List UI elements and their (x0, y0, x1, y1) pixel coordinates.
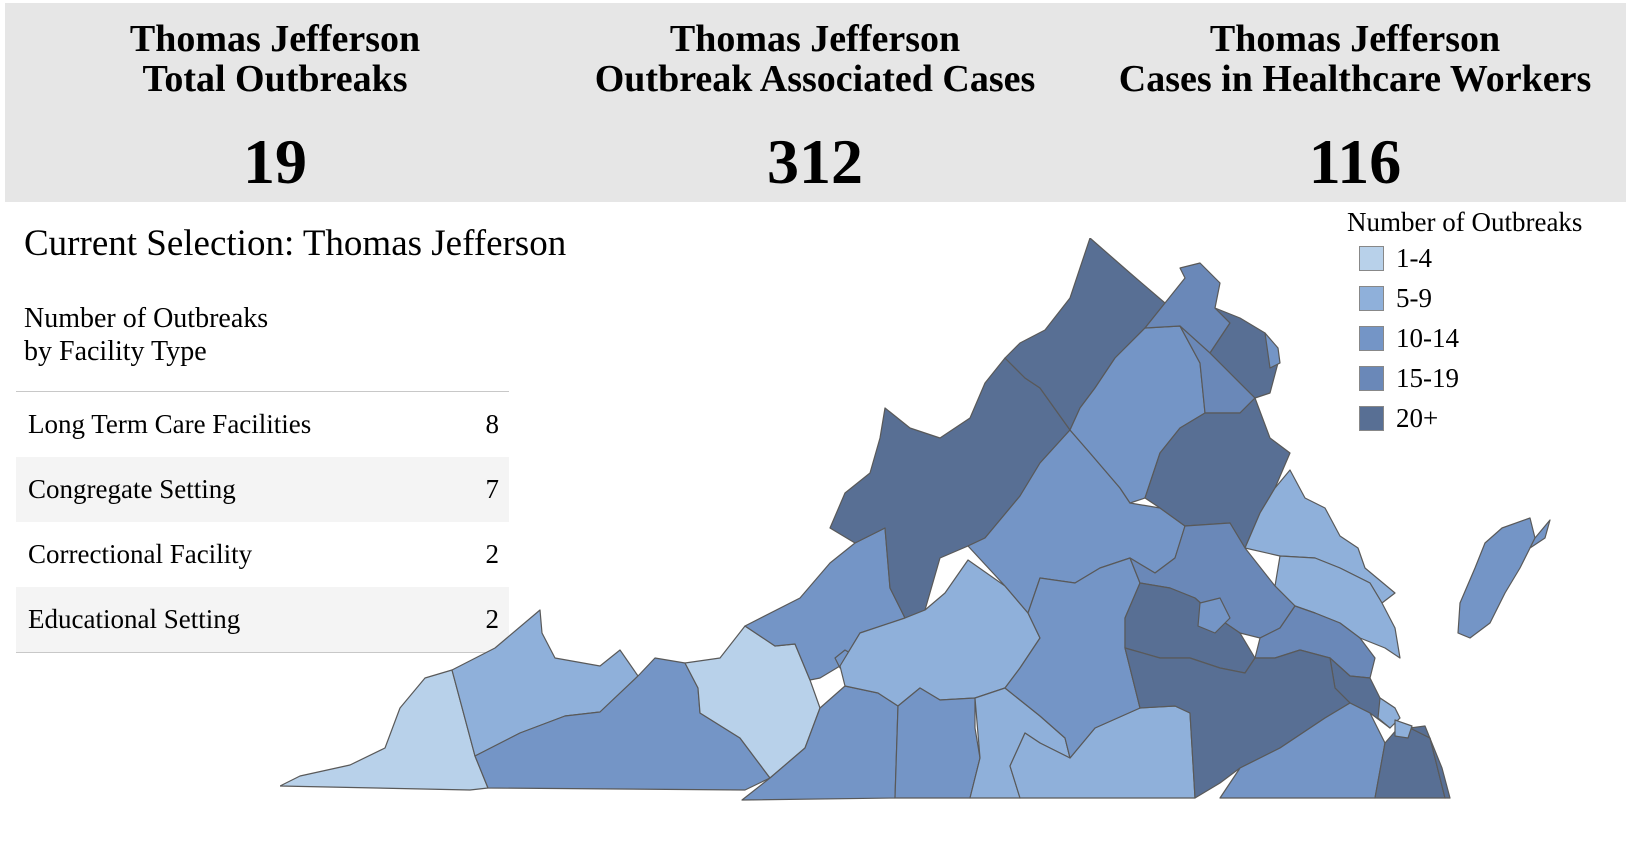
health-district-region[interactable] (1219, 702, 1386, 799)
legend-title: Number of Outbreaks (1347, 207, 1583, 237)
legend-label: 15-19 (1396, 362, 1459, 393)
facility-type-label: Correctional Facility (28, 539, 253, 569)
health-district-region[interactable] (1394, 719, 1413, 739)
summary-banner: Thomas Jefferson Total Outbreaks 19 Thom… (5, 3, 1626, 202)
legend-swatch (1359, 365, 1384, 391)
legend-swatch (1359, 325, 1384, 351)
stat-value: 19 (243, 126, 307, 197)
table-row[interactable]: Long Term Care Facilities 8 (16, 392, 509, 457)
facility-type-count: 2 (485, 604, 500, 634)
health-district-region[interactable] (1374, 727, 1446, 799)
stat-title: Thomas Jefferson Outbreak Associated Cas… (545, 19, 1085, 99)
stat-title-line1: Thomas Jefferson (129, 18, 421, 60)
facility-type-count: 8 (485, 409, 500, 439)
health-district-region[interactable] (1409, 725, 1451, 799)
legend-label: 5-9 (1396, 282, 1432, 313)
table-row[interactable]: Congregate Setting 7 (16, 457, 509, 522)
stat-healthcare-worker-cases: Thomas Jefferson Cases in Healthcare Wor… (1085, 3, 1625, 197)
map-legend: Number of Outbreaks 1-4 5-9 10-14 15-19 … (1347, 206, 1622, 438)
stat-outbreak-cases: Thomas Jefferson Outbreak Associated Cas… (545, 3, 1085, 197)
legend-swatch (1359, 405, 1384, 431)
legend-swatch (1359, 245, 1384, 271)
stat-title-line2: Outbreak Associated Cases (594, 58, 1036, 100)
stat-title-line2: Total Outbreaks (142, 58, 408, 100)
legend-item[interactable]: 10-14 (1359, 318, 1622, 358)
legend-item[interactable]: 1-4 (1359, 238, 1622, 278)
facility-table-title: Number of Outbreaks by Facility Type (24, 302, 268, 368)
stat-title-line2: Cases in Healthcare Workers (1118, 58, 1592, 100)
facility-table-title-line1: Number of Outbreaks (24, 303, 269, 334)
health-district-region[interactable] (1197, 597, 1231, 634)
facility-type-count: 7 (485, 474, 500, 504)
facility-type-count: 2 (485, 539, 500, 569)
health-district-region[interactable] (280, 669, 489, 791)
facility-type-label: Congregate Setting (28, 474, 236, 504)
facility-type-table: Long Term Care Facilities 8 Congregate S… (16, 391, 509, 653)
legend-item[interactable]: 5-9 (1359, 278, 1622, 318)
virginia-outbreak-map[interactable] (280, 238, 1620, 838)
stat-title: Thomas Jefferson Cases in Healthcare Wor… (1085, 19, 1625, 99)
legend-item[interactable]: 15-19 (1359, 358, 1622, 398)
facility-type-label: Educational Setting (28, 604, 241, 634)
facility-type-label: Long Term Care Facilities (28, 409, 312, 439)
legend-label: 1-4 (1396, 242, 1432, 273)
stat-value: 312 (767, 126, 863, 197)
health-district-region[interactable] (894, 687, 981, 799)
facility-table-title-line2: by Facility Type (24, 336, 207, 367)
health-district-region[interactable] (1529, 519, 1551, 549)
health-district-region[interactable] (1264, 332, 1281, 369)
table-row[interactable]: Educational Setting 2 (16, 587, 509, 652)
table-row[interactable]: Correctional Facility 2 (16, 522, 509, 587)
health-district-region[interactable] (1457, 517, 1536, 639)
legend-item[interactable]: 20+ (1359, 398, 1622, 438)
stat-title-line1: Thomas Jefferson (1209, 18, 1501, 60)
stat-total-outbreaks: Thomas Jefferson Total Outbreaks 19 (5, 3, 545, 197)
health-district-region[interactable] (1209, 307, 1279, 399)
current-selection-label: Current Selection: Thomas Jefferson (24, 223, 567, 264)
stat-title-line1: Thomas Jefferson (669, 18, 961, 60)
stat-title: Thomas Jefferson Total Outbreaks (5, 19, 545, 99)
legend-swatch (1359, 285, 1384, 311)
legend-label: 20+ (1396, 402, 1439, 433)
legend-label: 10-14 (1396, 322, 1459, 353)
stat-value: 116 (1308, 126, 1402, 197)
